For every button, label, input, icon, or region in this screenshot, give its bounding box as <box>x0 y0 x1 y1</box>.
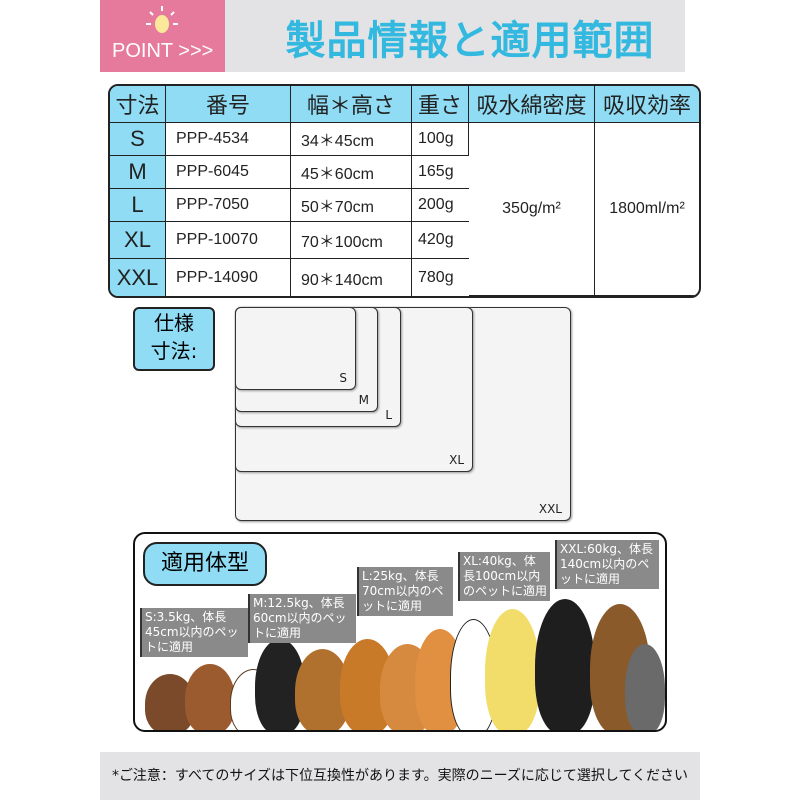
size-rect-s: S <box>235 307 356 390</box>
page-title: 製品情報と適用範囲 <box>285 18 655 64</box>
pets-label: 適用体型 <box>143 542 267 586</box>
tag-xl: XL:40kg、体長100cm以内のペットに適用 <box>458 552 550 601</box>
size-rect-label: L <box>385 408 392 422</box>
size-label-line: 寸法: <box>150 339 198 363</box>
size-rect-label: XXL <box>538 502 562 516</box>
tag-xxl: XXL:60kg、体長140cm以内のペットに適用 <box>555 540 659 589</box>
cell-dim: 70＊100cm <box>291 222 412 259</box>
col-header: 寸法 <box>110 86 166 123</box>
table-row: XL PPP-10070 70＊100cm 420g <box>110 222 699 259</box>
cell-dim: 45＊60cm <box>291 156 412 189</box>
cell-weight: 420g <box>412 222 469 259</box>
pets-illustration <box>135 594 665 730</box>
cell-dim: 50＊70cm <box>291 189 412 222</box>
cell-code: PPP-4534 <box>166 123 291 156</box>
cell-code: PPP-7050 <box>166 189 291 222</box>
size-label-line: 仕様 <box>154 311 194 335</box>
footer-note: *ご注意：すべてのサイズは下位互換性があります。実際のニーズに応じて選択してくだ… <box>100 752 700 800</box>
table-row: XXL PPP-14090 90＊140cm 780g <box>110 259 699 296</box>
cell-size: XXL <box>110 259 166 296</box>
size-rect-label: S <box>339 371 347 385</box>
tag-m: M:12.5kg、体長60cm以内のペットに適用 <box>248 594 356 643</box>
table-row: M PPP-6045 45＊60cm 165g <box>110 156 699 189</box>
size-rect-label: XL <box>449 453 464 467</box>
col-header: 重さ <box>412 86 469 123</box>
point-label: POINT >>> <box>112 40 214 62</box>
tag-s: S:3.5kg、体長45cm以内のペットに適用 <box>140 608 248 657</box>
cell-code: PPP-6045 <box>166 156 291 189</box>
cell-dim: 90＊140cm <box>291 259 412 296</box>
col-header: 吸水綿密度 <box>469 86 595 123</box>
cell-code: PPP-14090 <box>166 259 291 296</box>
lightbulb-icon <box>146 6 178 33</box>
table-row: L PPP-7050 50＊70cm 200g <box>110 189 699 222</box>
cell-dim: 34＊45cm <box>291 123 412 156</box>
cell-size: M <box>110 156 166 189</box>
cell-weight: 100g <box>412 123 469 156</box>
cell-density: 350g/m² <box>469 123 595 296</box>
cell-weight: 200g <box>412 189 469 222</box>
cell-size: S <box>110 123 166 156</box>
cell-weight: 165g <box>412 156 469 189</box>
tag-l: L:25kg、体長70cm以内のペットに適用 <box>357 567 453 616</box>
table-row: S PPP-4534 34＊45cm 100g 350g/m² 1800ml/m… <box>110 123 699 296</box>
size-label: 仕様 寸法: <box>133 307 215 371</box>
size-rect-label: M <box>358 393 369 407</box>
cell-weight: 780g <box>418 268 454 286</box>
cell-absorption: 1800ml/m² <box>595 123 699 296</box>
col-header: 吸収効率 <box>595 86 699 123</box>
cell-size: XL <box>110 222 166 259</box>
table-header-row: 寸法 番号 幅＊高さ 重さ 吸水綿密度 吸収効率 <box>110 86 699 123</box>
col-header: 番号 <box>166 86 291 123</box>
spec-table: 寸法 番号 幅＊高さ 重さ 吸水綿密度 吸収効率 S PPP-4534 34＊4… <box>108 84 701 298</box>
col-header: 幅＊高さ <box>291 86 412 123</box>
point-badge: POINT >>> <box>100 0 225 72</box>
cell-size: L <box>110 189 166 222</box>
pets-panel: 適用体型 S:3.5kg、体長45cm以内のペットに適用 M:12.5kg、体長… <box>133 532 667 732</box>
cell-code: PPP-10070 <box>166 222 291 259</box>
header-bar <box>225 0 685 72</box>
